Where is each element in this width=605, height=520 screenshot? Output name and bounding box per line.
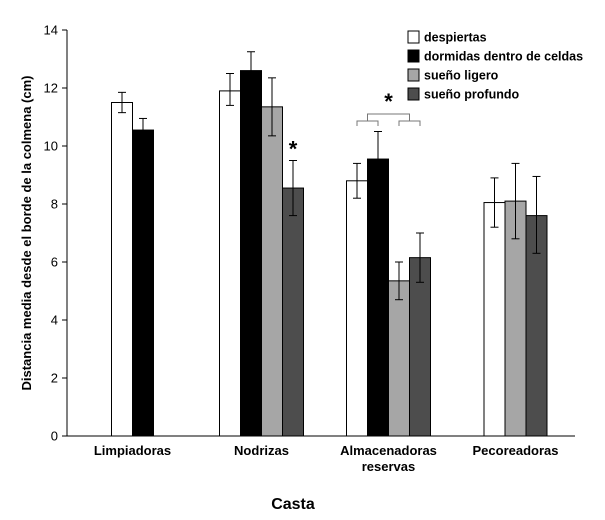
bar-dormidas-dentro-de-celdas-nodrizas — [240, 70, 262, 437]
y-tick-label: 10 — [44, 139, 58, 154]
legend-label-despiertas: despiertas — [424, 31, 487, 45]
bar-sueno-ligero-nodrizas — [261, 106, 283, 437]
y-axis-title: Distancia media desde el borde de la col… — [19, 76, 34, 391]
y-tick-label: 8 — [51, 197, 58, 212]
x-axis-title: Casta — [271, 496, 315, 513]
significance-bracket — [356, 120, 379, 126]
category-label-line: reservas — [362, 459, 416, 474]
error-bars — [118, 51, 541, 301]
bar-despiertas-nodrizas — [219, 90, 241, 437]
axes: 0 2 4 6 8 10 12 14 Limpiadoras Nodrizas Almacenado… — [44, 23, 575, 474]
bar-despiertas-pecoreadoras — [483, 202, 506, 437]
bar-sueno-profundo-nodrizas — [282, 187, 304, 437]
legend-label-dormidas-dentro-de-celdas: dormidas dentro de celdas — [424, 50, 583, 64]
bar-dormidas-dentro-de-celdas-almacenadoras-reservas — [367, 158, 389, 437]
significance-star: * — [384, 89, 393, 114]
y-tick-label: 6 — [51, 255, 58, 270]
category-label-line: Pecoreadoras — [473, 443, 559, 458]
legend-label-sueno-profundo: sueño profundo — [424, 88, 519, 102]
category-label-line: Limpiadoras — [94, 443, 171, 458]
category-label-line: Almacenadoras — [340, 443, 437, 458]
category-label-line: Nodrizas — [234, 443, 289, 458]
bar-dormidas-dentro-de-celdas-limpiadoras — [132, 129, 154, 437]
legend: despiertas dormidas dentro de celdas sueño… — [407, 30, 583, 102]
category-label-pecoreadoras: Pecoreadoras — [473, 443, 559, 458]
significance-bracket — [398, 120, 421, 126]
labels: Distancia media desde el borde de la col… — [19, 76, 315, 514]
significance-star: * — [289, 137, 298, 162]
y-tick-label: 2 — [51, 371, 58, 386]
legend-swatch-sueno-ligero — [407, 68, 420, 82]
bar-despiertas-limpiadoras — [111, 102, 133, 437]
legend-swatch-dormidas-dentro-de-celdas — [407, 49, 420, 63]
category-label-limpiadoras: Limpiadoras — [94, 443, 171, 458]
category-label-nodrizas: Nodrizas — [234, 443, 289, 458]
y-tick-label: 12 — [44, 81, 58, 96]
significance-bracket — [367, 113, 410, 121]
y-tick-label: 14 — [44, 23, 58, 38]
annotations: ** — [289, 89, 421, 162]
category-label-almacenadoras-reservas: Almacenadoras reservas — [340, 443, 437, 474]
bar-despiertas-almacenadoras-reservas — [346, 180, 368, 437]
y-tick-label: 0 — [51, 429, 58, 444]
y-tick-label: 4 — [51, 313, 58, 328]
bars — [111, 70, 548, 437]
bar-sueno-profundo-almacenadoras-reservas — [409, 257, 431, 437]
legend-swatch-sueno-profundo — [407, 87, 420, 101]
legend-swatch-despiertas — [407, 30, 420, 44]
bar-sueno-ligero-almacenadoras-reservas — [388, 280, 410, 437]
legend-label-sueno-ligero: sueño ligero — [424, 69, 499, 83]
